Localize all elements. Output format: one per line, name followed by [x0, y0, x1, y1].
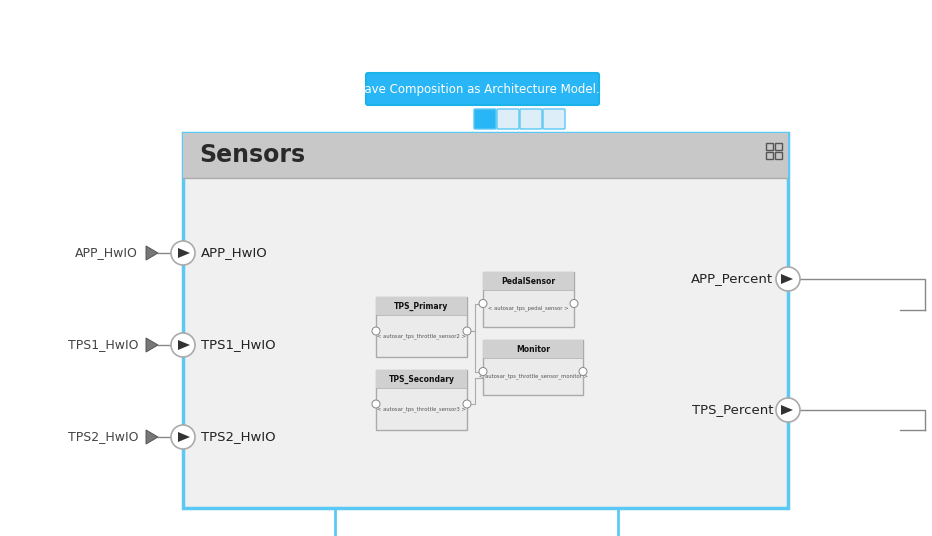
Polygon shape [781, 405, 793, 415]
Bar [376, 297, 467, 315]
FancyBboxPatch shape [497, 109, 519, 129]
Bar [766, 152, 773, 159]
Polygon shape [178, 432, 190, 442]
Polygon shape [781, 274, 793, 284]
Circle shape [171, 333, 195, 357]
Circle shape [776, 398, 800, 422]
Bar [483, 340, 583, 358]
Polygon shape [178, 340, 190, 350]
Polygon shape [146, 338, 158, 352]
Text: APP_Percent: APP_Percent [691, 272, 773, 286]
Bar [483, 340, 583, 395]
Text: TPS2_HwIO: TPS2_HwIO [67, 430, 138, 443]
Text: Save Composition as Architecture Model...: Save Composition as Architecture Model..… [357, 83, 608, 95]
Bar [775, 152, 782, 159]
Circle shape [372, 327, 380, 335]
Text: Sensors: Sensors [199, 144, 305, 167]
Polygon shape [146, 430, 158, 444]
Circle shape [479, 300, 487, 308]
Text: TPS1_HwIO: TPS1_HwIO [201, 339, 276, 352]
Text: < autosar_tps_throttle_sensor2 >: < autosar_tps_throttle_sensor2 > [377, 333, 466, 339]
FancyBboxPatch shape [520, 109, 542, 129]
Text: TPS_Percent: TPS_Percent [692, 404, 773, 416]
Text: APP_HwIO: APP_HwIO [201, 247, 267, 259]
Text: TPS2_HwIO: TPS2_HwIO [201, 430, 276, 443]
Circle shape [463, 327, 471, 335]
Bar [483, 272, 574, 327]
Bar [376, 370, 467, 388]
Text: TPS1_HwIO: TPS1_HwIO [67, 339, 138, 352]
Text: < autosar_tps_throttle_sensor_monitor >: < autosar_tps_throttle_sensor_monitor > [478, 374, 587, 379]
Polygon shape [146, 246, 158, 260]
Polygon shape [178, 248, 190, 258]
Bar [376, 370, 467, 430]
Circle shape [171, 241, 195, 265]
Circle shape [463, 400, 471, 408]
Circle shape [570, 300, 578, 308]
Bar [775, 143, 782, 150]
Text: TPS_Primary: TPS_Primary [394, 301, 448, 310]
Bar [183, 133, 788, 178]
Text: APP_HwIO: APP_HwIO [75, 247, 138, 259]
Bar [483, 272, 574, 290]
Bar [376, 297, 467, 357]
FancyBboxPatch shape [543, 109, 565, 129]
Bar [766, 143, 773, 150]
Circle shape [479, 368, 487, 376]
Text: Monitor: Monitor [516, 345, 550, 354]
Circle shape [372, 400, 380, 408]
FancyBboxPatch shape [366, 73, 599, 105]
Circle shape [776, 267, 800, 291]
Text: < autosar_tps_pedal_sensor >: < autosar_tps_pedal_sensor > [488, 306, 569, 311]
Text: TPS_Secondary: TPS_Secondary [389, 375, 455, 384]
Circle shape [579, 368, 587, 376]
Text: < autosar_tps_throttle_sensor3 >: < autosar_tps_throttle_sensor3 > [377, 406, 466, 412]
Text: PedalSensor: PedalSensor [501, 277, 555, 286]
Bar [183, 133, 788, 508]
Circle shape [171, 425, 195, 449]
FancyBboxPatch shape [474, 109, 496, 129]
